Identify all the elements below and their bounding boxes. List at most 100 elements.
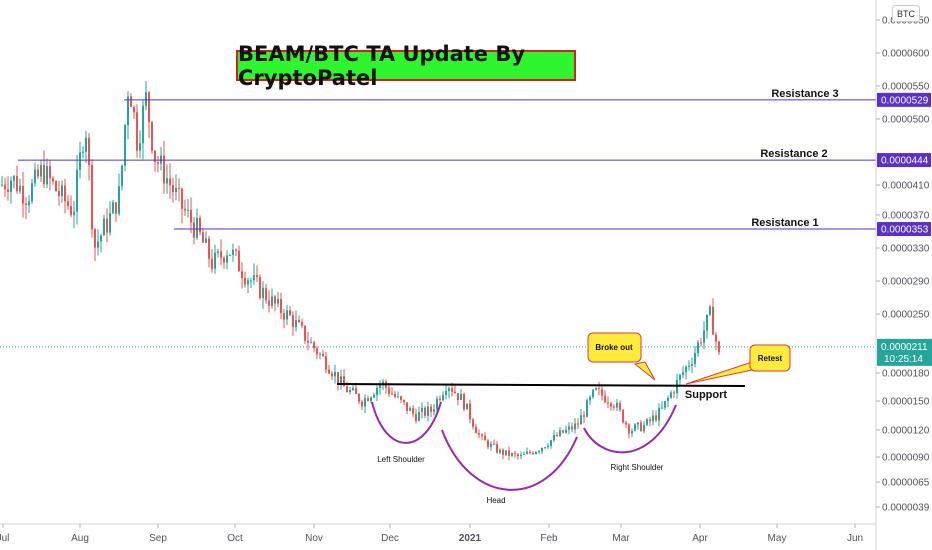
candle-body xyxy=(679,374,681,380)
candle-body xyxy=(19,185,21,192)
current-price-label: 0.0000211 xyxy=(881,342,928,353)
candle xyxy=(682,366,684,379)
candle-body xyxy=(553,435,555,441)
symbol-badge[interactable]: BTC xyxy=(892,5,920,22)
candle xyxy=(295,310,297,332)
candle-body xyxy=(112,202,114,214)
candle-body xyxy=(661,407,663,409)
candle xyxy=(532,451,534,456)
candle-body xyxy=(469,403,471,420)
candle xyxy=(397,391,399,399)
resistance-price-label: 0.0000353 xyxy=(881,225,929,236)
candle-body xyxy=(13,176,15,181)
candle xyxy=(340,369,342,390)
candle xyxy=(586,398,588,418)
candle-body xyxy=(139,143,141,151)
candle xyxy=(391,387,393,395)
candle-body xyxy=(463,393,465,410)
candle-body xyxy=(655,415,657,421)
retest-callout xyxy=(749,344,791,372)
candle xyxy=(607,396,609,408)
candle-body xyxy=(508,450,510,456)
y-tick-label: 0.0000330 xyxy=(882,244,930,255)
candle xyxy=(628,423,630,439)
y-tick-label: 0.0000150 xyxy=(882,397,930,408)
candle-body xyxy=(325,356,327,370)
candle-body xyxy=(136,112,138,151)
candle xyxy=(577,418,579,429)
candle-body xyxy=(709,306,711,315)
candle xyxy=(169,163,171,199)
candle xyxy=(181,187,183,224)
candle-body xyxy=(490,443,492,448)
candle-body xyxy=(406,402,408,411)
candle-body xyxy=(226,255,228,263)
candle-body xyxy=(637,422,639,425)
candle-body xyxy=(199,217,201,233)
candle-body xyxy=(349,390,351,393)
resistance-price-tag xyxy=(877,153,931,168)
candle-body xyxy=(88,137,90,166)
candle-body xyxy=(448,388,450,392)
candle-body xyxy=(298,319,300,323)
candles-layer[interactable] xyxy=(0,80,876,461)
candle xyxy=(523,451,525,456)
candle xyxy=(229,254,231,257)
candle-body xyxy=(484,435,486,441)
candle-body xyxy=(472,419,474,427)
candle xyxy=(718,340,720,355)
x-tick-label: Sep xyxy=(149,533,167,544)
candle-body xyxy=(379,384,381,388)
candle-body xyxy=(532,452,534,454)
candle xyxy=(61,180,63,203)
candle xyxy=(649,416,651,427)
candle xyxy=(580,408,582,425)
candle xyxy=(688,360,690,371)
candle-body xyxy=(70,206,72,216)
candle xyxy=(322,349,324,357)
y-tick-label: 0.0000065 xyxy=(882,478,930,489)
candle-body xyxy=(565,429,567,433)
candle-body xyxy=(16,176,18,192)
candle xyxy=(631,428,633,437)
candle-body xyxy=(154,150,156,163)
candle-body xyxy=(511,453,513,456)
y-tick-label: 0.0000120 xyxy=(882,426,930,437)
candle xyxy=(550,439,552,449)
candle-body xyxy=(91,165,93,230)
candle xyxy=(205,231,207,244)
candle xyxy=(655,410,657,423)
candle xyxy=(19,178,21,194)
candle xyxy=(1,176,3,187)
candle xyxy=(274,294,276,312)
candle-body xyxy=(649,419,651,422)
candle xyxy=(463,392,465,412)
candle-body xyxy=(526,451,528,454)
candle xyxy=(394,390,396,399)
candle-body xyxy=(682,372,684,375)
candle-body xyxy=(43,165,45,185)
candle xyxy=(22,171,24,218)
candle-body xyxy=(610,403,612,407)
candle-body xyxy=(166,178,168,184)
broke-out-pointer xyxy=(633,361,656,381)
y-tick-label: 0.0000180 xyxy=(882,369,930,380)
candle-body xyxy=(100,235,102,242)
pattern-layer: Support Left Shoulder Head Right Shoulder xyxy=(336,383,746,505)
candle-body xyxy=(589,397,591,401)
candle-body xyxy=(55,181,57,192)
candle xyxy=(409,406,411,412)
candle-body xyxy=(31,183,33,202)
candle-body xyxy=(619,402,621,410)
candle-body xyxy=(28,201,30,206)
candle xyxy=(490,441,492,451)
candle xyxy=(109,201,111,236)
y-tick-label: 0.0000410 xyxy=(882,181,930,192)
candle xyxy=(511,452,513,458)
candle xyxy=(694,346,696,368)
candle xyxy=(73,200,75,229)
candle-body xyxy=(583,415,585,417)
candle xyxy=(685,365,687,380)
candle-body xyxy=(658,407,660,421)
